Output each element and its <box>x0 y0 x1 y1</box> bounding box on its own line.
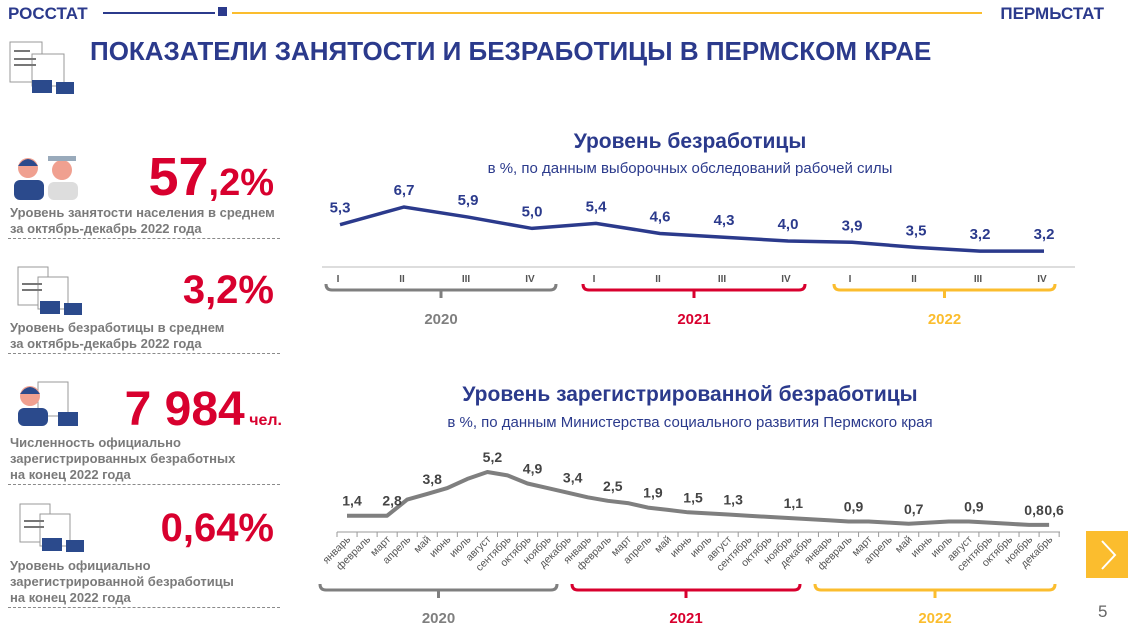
chart1-subtitle: в %, по данным выборочных обследований р… <box>487 160 893 177</box>
year-label: 2020 <box>422 610 455 627</box>
year-bracket-2022 <box>813 583 1057 598</box>
data-label: 2,8 <box>382 493 402 509</box>
year-label: 2022 <box>918 610 951 627</box>
series-line-registered <box>347 470 1050 527</box>
data-label: 4,0 <box>778 216 799 233</box>
data-label: 3,2 <box>970 226 991 243</box>
series-line-unemployment <box>339 205 1044 253</box>
data-label: 5,3 <box>330 200 351 217</box>
data-label: 4,6 <box>650 208 671 225</box>
divider <box>8 353 280 354</box>
rosstat-logo: РОССТАТ <box>8 4 88 23</box>
data-label: 2,5 <box>603 478 623 494</box>
quarter-tick-label: III <box>974 274 983 285</box>
year-label: 2021 <box>669 610 702 627</box>
page-number: 5 <box>1098 602 1108 621</box>
data-label: 0,9 <box>844 498 864 514</box>
quarter-tick-label: III <box>462 274 471 285</box>
quarter-tick-label: III <box>718 274 727 285</box>
year-label: 2022 <box>928 311 961 328</box>
data-label: 0,8 <box>1024 502 1044 518</box>
quarter-tick-label: I <box>337 274 340 285</box>
next-slide-button[interactable] <box>1086 531 1128 578</box>
quarter-tick-label: IV <box>1037 274 1047 285</box>
page-title: ПОКАЗАТЕЛИ ЗАНЯТОСТИ И БЕЗРАБОТИЦЫ В ПЕР… <box>90 36 932 66</box>
month-tick-label: июнь <box>668 533 695 560</box>
year-label: 2021 <box>677 311 710 328</box>
kpi-registered-rate-desc: Уровень официально зарегистрированной без… <box>10 558 234 605</box>
chart1-title: Уровень безработицы <box>573 130 807 153</box>
data-label: 3,9 <box>842 217 863 234</box>
kpi-registered-count: 7 984 чел. <box>124 383 282 436</box>
quarter-tick-label: IV <box>781 274 791 285</box>
data-label: 4,3 <box>714 212 735 229</box>
kpi-unemployment-desc: Уровень безработицы в среднем за октябрь-… <box>10 320 225 351</box>
data-label: 4,9 <box>523 461 543 477</box>
kpi-employment-desc: Уровень занятости населения в среднем за … <box>10 205 275 236</box>
kpi-employment-value: 57,2% <box>148 147 274 207</box>
data-label: 3,5 <box>906 222 927 239</box>
kpi-registered-rate-value: 0,64% <box>160 506 274 550</box>
resume-icon <box>19 503 84 552</box>
data-label: 1,5 <box>683 489 703 505</box>
permstat-logo: ПЕРМЬСТАТ <box>1000 4 1104 23</box>
month-tick-label: июнь <box>427 533 454 560</box>
data-label: 0,7 <box>904 501 924 517</box>
applicant-icon <box>18 381 78 426</box>
data-label: 3,2 <box>1034 226 1055 243</box>
people-icon <box>14 156 78 200</box>
data-label: 1,9 <box>643 485 663 501</box>
quarter-tick-label: II <box>399 274 405 285</box>
data-label: 5,9 <box>458 192 479 209</box>
quarter-tick-label: I <box>849 274 852 285</box>
chart2-title: Уровень зарегистрированной безработицы <box>462 383 918 406</box>
data-label: 0,9 <box>964 498 984 514</box>
quarter-tick-label: I <box>593 274 596 285</box>
data-label: 5,0 <box>522 203 543 220</box>
quarter-tick-label: II <box>911 274 917 285</box>
quarter-tick-label: II <box>655 274 661 285</box>
year-bracket-2021 <box>570 583 802 598</box>
data-label: 0,6 <box>1044 502 1064 518</box>
data-label: 5,4 <box>586 198 608 215</box>
year-bracket-2021 <box>581 283 807 298</box>
resume-icon <box>9 41 74 94</box>
data-label: 3,8 <box>423 471 443 487</box>
year-bracket-2020 <box>324 283 558 298</box>
year-bracket-2020 <box>318 583 559 598</box>
divider <box>8 238 280 239</box>
divider <box>8 607 280 608</box>
data-label: 1,4 <box>342 493 362 509</box>
month-tick-label: июнь <box>909 533 936 560</box>
data-label: 6,7 <box>394 182 415 199</box>
quarter-tick-label: IV <box>525 274 535 285</box>
kpi-registered-count-desc: Численность официально зарегистрированных… <box>10 435 236 482</box>
resume-icon <box>17 266 82 315</box>
chart2-subtitle: в %, по данным Министерства социального … <box>447 414 933 431</box>
kpi-unemployment-value: 3,2% <box>182 268 274 312</box>
year-bracket-2022 <box>832 283 1057 298</box>
year-label: 2020 <box>424 311 457 328</box>
data-label: 1,1 <box>784 495 804 511</box>
data-label: 5,2 <box>483 449 503 465</box>
header-line-navy <box>103 12 215 14</box>
divider <box>8 484 280 485</box>
data-label: 3,4 <box>563 470 583 486</box>
header-square <box>218 7 227 16</box>
data-label: 1,3 <box>723 492 743 508</box>
header-line-yellow <box>232 12 982 14</box>
chevron-right-icon <box>1101 539 1117 570</box>
